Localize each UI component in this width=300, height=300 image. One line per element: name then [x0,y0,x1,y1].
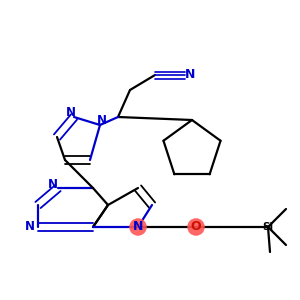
Text: Si: Si [262,222,274,232]
Text: N: N [48,178,58,191]
Text: O: O [191,220,201,233]
Text: N: N [185,68,195,82]
Text: N: N [97,115,107,128]
Text: N: N [25,220,35,233]
Text: N: N [133,220,143,233]
Text: N: N [66,106,76,119]
